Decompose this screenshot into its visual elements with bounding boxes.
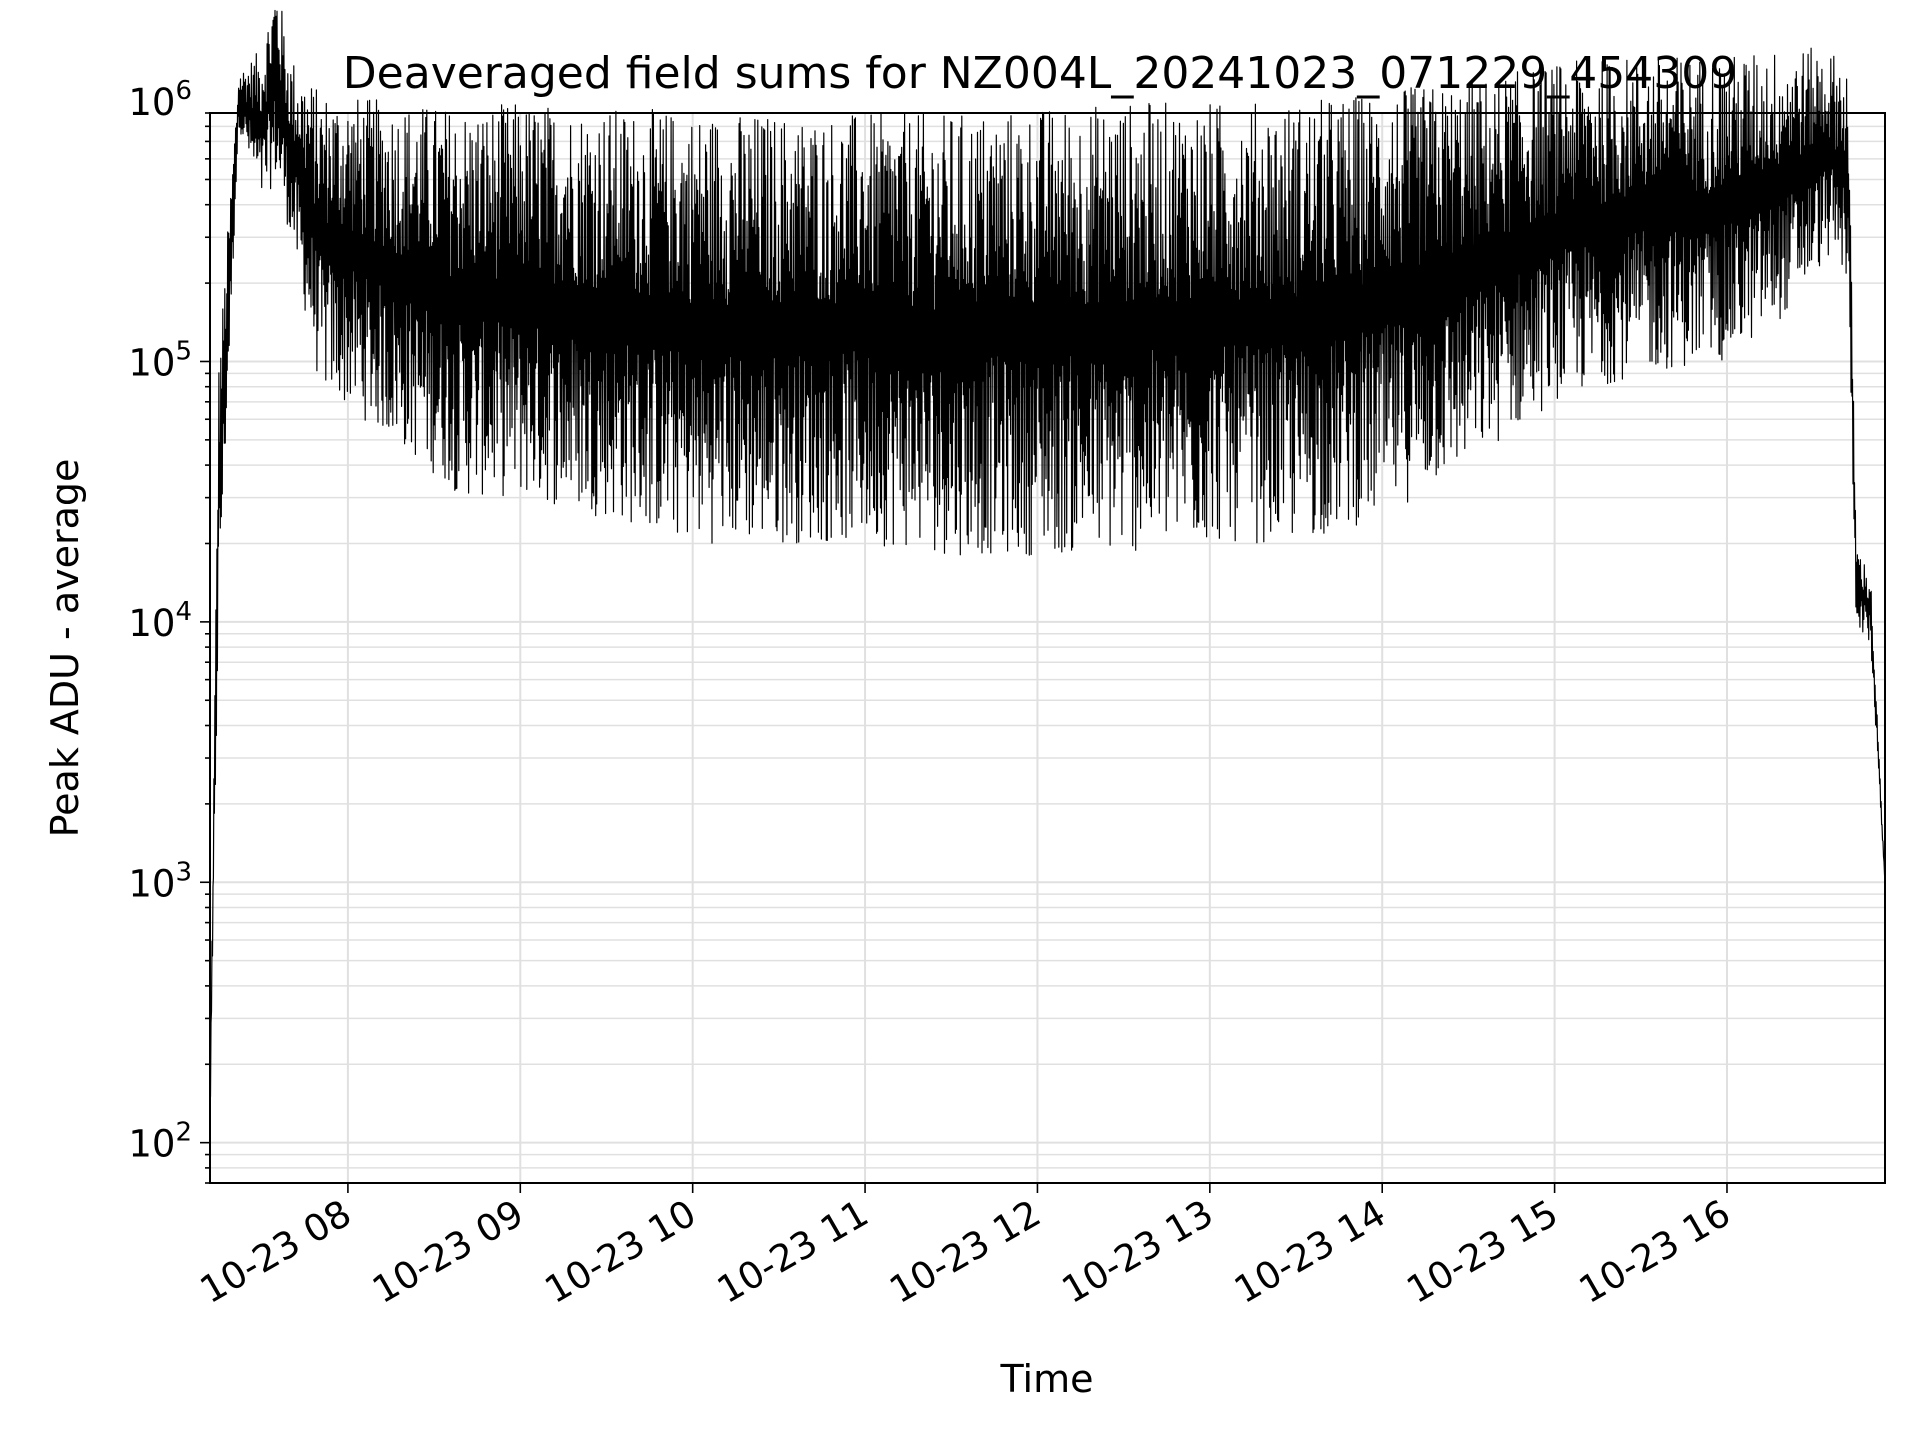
y-tick-label: 103 [128,857,192,905]
data-series [209,9,1886,1103]
y-axis: 102 103 104 105 106 [128,76,210,1184]
y-tick-label: 106 [128,76,192,124]
chart-title: Deaveraged field sums for NZ004L_2024102… [343,48,1737,99]
y-tick-label: 105 [128,336,192,384]
series-line [209,9,1886,1103]
y-axis-label: Peak ADU - average [43,459,87,838]
y-tick-label: 102 [128,1118,192,1166]
x-axis-label: Time [1000,1357,1094,1401]
y-tick-label: 104 [128,597,192,645]
plot-frame [209,112,1886,1184]
